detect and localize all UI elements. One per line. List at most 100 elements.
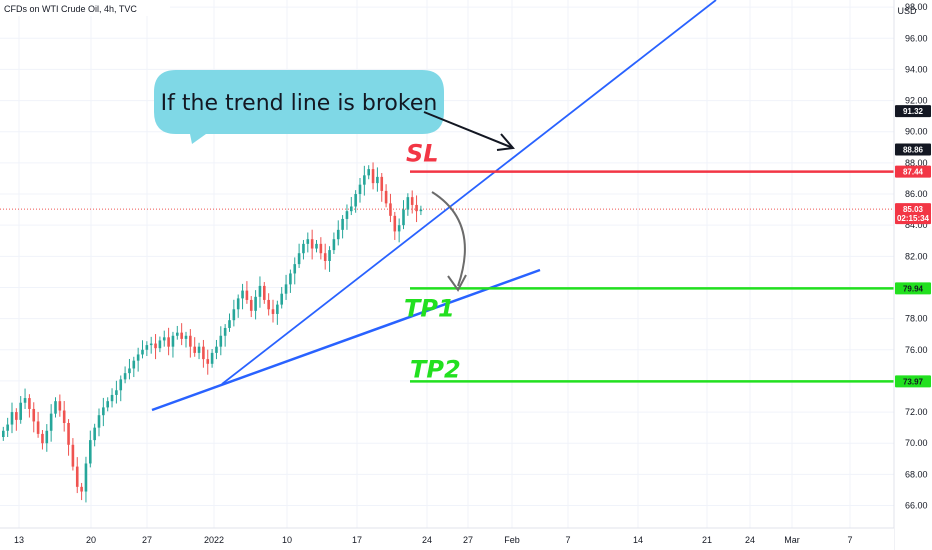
- candle-body: [406, 197, 410, 210]
- currency-label: USD: [897, 6, 917, 16]
- price-tick-label: 84.00: [905, 220, 928, 230]
- price-tick-label: 82.00: [905, 251, 928, 261]
- candle-body: [267, 299, 270, 310]
- candle-body: [319, 243, 323, 254]
- time-tick-label: 10: [282, 535, 292, 545]
- price-tick-label: 70.00: [905, 438, 928, 448]
- price-tick-label: 90.00: [905, 127, 928, 137]
- price-tick-label: 92.00: [905, 96, 928, 106]
- price-badge: [895, 212, 931, 225]
- time-tick-label: 2022: [204, 535, 224, 545]
- candle-body: [10, 412, 14, 425]
- candle-body: [71, 444, 75, 467]
- price-badge: [895, 282, 931, 295]
- candle-body: [32, 408, 36, 422]
- candle-body: [328, 250, 331, 261]
- price-tick-label: 98.00: [905, 2, 928, 12]
- price-badge-label: 79.94: [903, 284, 924, 293]
- price-tick-label: 72.00: [905, 407, 928, 417]
- callout-bubble: [154, 70, 444, 144]
- candle-body: [236, 298, 240, 310]
- time-axis[interactable]: 13 20 27 2022 10 17 24 27 Feb 7 14 21 24 Mar 7: [0, 527, 894, 550]
- candle-body: [241, 290, 244, 299]
- time-tick-label: Feb: [504, 535, 520, 545]
- price-axis[interactable]: USD 98.00 96.00 94.00 92.00 90.00 88.00 86.00 8…: [893, 0, 932, 550]
- candle-body: [206, 359, 210, 364]
- candle-body: [210, 352, 214, 364]
- candle-body: [410, 197, 414, 205]
- candle-body: [332, 239, 336, 251]
- candle-body: [49, 413, 53, 431]
- sl-label: SL: [406, 140, 439, 168]
- price-badge: [895, 375, 931, 388]
- price-tick-label: 96.00: [905, 33, 928, 43]
- candle-body: [89, 440, 92, 464]
- candle-body: [154, 343, 157, 349]
- candle-body: [271, 309, 275, 314]
- time-axis-ticks: 13 20 27 2022 10 17 24 27 Feb 7 14 21 24 Mar 7: [14, 535, 853, 545]
- price-tick-label: 76.00: [905, 345, 928, 355]
- candle-body: [402, 209, 405, 226]
- price-badge-label: 87.44: [903, 168, 924, 177]
- candle-body: [93, 427, 96, 441]
- candle-body: [384, 190, 388, 204]
- trend-line-lower[interactable]: [151, 268, 541, 412]
- price-badge-label: 02:15:34: [897, 214, 930, 223]
- price-badge: [895, 143, 931, 156]
- candle-body: [393, 215, 397, 232]
- candle-body: [249, 299, 253, 311]
- candle-body: [193, 346, 196, 353]
- candle-body: [380, 176, 384, 191]
- candle-body: [202, 346, 205, 360]
- candle-body: [80, 486, 83, 492]
- time-tick-label: 13: [14, 535, 24, 545]
- curved-arrow-head: [447, 274, 467, 292]
- price-axis-bg: [894, 0, 932, 550]
- candle-body: [45, 430, 49, 444]
- candle-body: [350, 206, 353, 212]
- candle-body: [84, 463, 88, 492]
- time-tick-label: Mar: [784, 535, 800, 545]
- price-badge-label: 73.97: [903, 377, 924, 386]
- time-tick-label: 21: [702, 535, 712, 545]
- candle-body: [363, 175, 366, 185]
- candle-body: [223, 327, 227, 336]
- candle-body: [123, 373, 127, 380]
- candle-body: [232, 309, 236, 321]
- candle-body: [158, 340, 162, 349]
- candle-body: [41, 433, 44, 444]
- candle-body: [310, 239, 314, 249]
- price-tick-label: 94.00: [905, 64, 928, 74]
- candle-body: [258, 285, 262, 297]
- candle-body: [75, 466, 79, 487]
- candle-body: [184, 335, 188, 339]
- time-tick-label: 24: [422, 535, 432, 545]
- candle-body: [15, 412, 18, 420]
- candle-body: [345, 211, 349, 219]
- candle-body: [167, 337, 170, 347]
- candle-body: [254, 296, 257, 311]
- price-badge: [895, 105, 931, 118]
- candle-body: [28, 398, 31, 409]
- grid-lines: [0, 0, 894, 528]
- time-tick-label: 17: [352, 535, 362, 545]
- candle-body: [171, 335, 175, 347]
- tp2-label: TP2: [410, 355, 461, 383]
- price-badge-label: 88.86: [903, 145, 924, 154]
- candle-body: [367, 169, 370, 176]
- callout[interactable]: If the trend line is broken: [154, 70, 515, 151]
- candle-body: [397, 225, 401, 232]
- candle-body: [315, 243, 318, 249]
- candle-body: [2, 430, 5, 438]
- candle-body: [245, 290, 249, 300]
- candle-body: [306, 239, 310, 244]
- time-tick-label: 20: [86, 535, 96, 545]
- trend-line-main[interactable]: [221, 0, 717, 385]
- candle-body: [280, 293, 283, 305]
- price-badge: [895, 165, 931, 178]
- candle-body: [293, 264, 297, 274]
- candle-body: [54, 401, 57, 414]
- candle-body: [302, 243, 305, 254]
